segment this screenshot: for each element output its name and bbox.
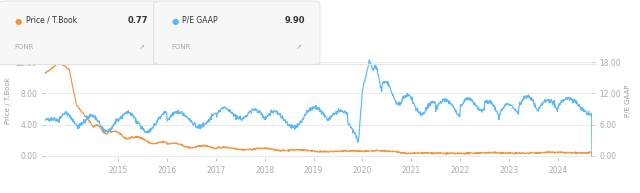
Y-axis label: Price / T.Book: Price / T.Book <box>5 77 12 124</box>
Text: ↗: ↗ <box>296 44 302 50</box>
Text: Price / T.Book: Price / T.Book <box>26 16 77 25</box>
Text: FONR: FONR <box>15 44 34 50</box>
Text: ●: ● <box>172 17 179 26</box>
Text: 0.77: 0.77 <box>128 16 148 25</box>
Text: ↗: ↗ <box>139 44 145 50</box>
Text: P/E GAAP: P/E GAAP <box>182 16 218 25</box>
Text: ●: ● <box>15 17 22 26</box>
Y-axis label: P/E GAAP: P/E GAAP <box>625 84 632 117</box>
Text: 9.90: 9.90 <box>285 16 305 25</box>
Text: FONR: FONR <box>172 44 191 50</box>
